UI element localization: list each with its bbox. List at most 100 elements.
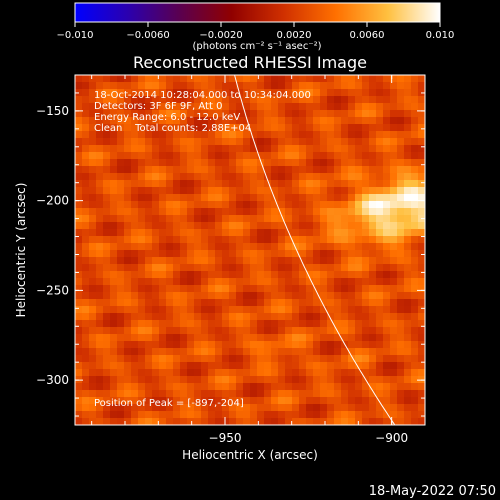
heatmap-cell (271, 313, 279, 321)
heatmap-cell (369, 390, 377, 398)
heatmap-cell (404, 138, 412, 146)
heatmap-cell (117, 187, 125, 195)
heatmap-cell (362, 194, 370, 202)
heatmap-cell (180, 341, 188, 349)
heatmap-cell (278, 397, 286, 405)
heatmap-cell (131, 257, 139, 265)
heatmap-cell (320, 334, 328, 342)
heatmap-cell (194, 145, 202, 153)
heatmap-cell (334, 96, 342, 104)
heatmap-cell (187, 418, 195, 425)
heatmap-cell (250, 278, 258, 286)
heatmap-cell (299, 418, 307, 425)
heatmap-cell (404, 110, 412, 118)
heatmap-cell (89, 201, 97, 209)
heatmap-cell (299, 152, 307, 160)
heatmap-cell (348, 89, 356, 97)
heatmap-cell (145, 180, 153, 188)
heatmap-cell (215, 313, 223, 321)
heatmap-cell (250, 159, 258, 167)
heatmap-cell (341, 152, 349, 160)
heatmap-cell (257, 222, 265, 230)
y-axis-label: Heliocentric Y (arcsec) (14, 183, 28, 318)
heatmap-cell (201, 124, 209, 132)
heatmap-cell (166, 327, 174, 335)
heatmap-cell (292, 145, 300, 153)
heatmap-cell (124, 166, 132, 174)
heatmap-cell (159, 341, 167, 349)
heatmap-cell (215, 166, 223, 174)
heatmap-cell (250, 187, 258, 195)
heatmap-cell (222, 187, 230, 195)
heatmap-cell (390, 411, 398, 419)
heatmap-cell (257, 313, 265, 321)
heatmap-cell (250, 390, 258, 398)
heatmap-cell (173, 390, 181, 398)
heatmap-cell (369, 96, 377, 104)
heatmap-cell (236, 117, 244, 125)
heatmap-cell (124, 75, 132, 83)
heatmap-cell (327, 82, 335, 90)
heatmap-cell (229, 96, 237, 104)
heatmap-cell (355, 376, 363, 384)
heatmap-cell (215, 292, 223, 300)
heatmap-cell (327, 327, 335, 335)
heatmap-cell (117, 299, 125, 307)
heatmap-cell (257, 334, 265, 342)
heatmap-cell (187, 327, 195, 335)
heatmap-cell (397, 278, 405, 286)
heatmap-cell (110, 250, 118, 258)
heatmap-cell (187, 243, 195, 251)
heatmap-cell (397, 173, 405, 181)
heatmap-cell (327, 117, 335, 125)
heatmap-cell (292, 110, 300, 118)
heatmap-cell (215, 138, 223, 146)
heatmap-cell (243, 369, 251, 377)
heatmap-cell (194, 89, 202, 97)
heatmap-cell (383, 124, 391, 132)
heatmap-cell (292, 299, 300, 307)
heatmap-cell (159, 271, 167, 279)
heatmap-cell (341, 313, 349, 321)
heatmap-cell (180, 236, 188, 244)
heatmap-cell (138, 355, 146, 363)
heatmap-cell (75, 299, 83, 307)
heatmap-cell (194, 390, 202, 398)
heatmap-cell (327, 376, 335, 384)
heatmap-cell (376, 159, 384, 167)
heatmap-cell (348, 411, 356, 419)
heatmap-cell (208, 138, 216, 146)
heatmap-cell (236, 341, 244, 349)
heatmap-cell (278, 250, 286, 258)
heatmap-cell (194, 180, 202, 188)
heatmap-cell (110, 257, 118, 265)
heatmap-cell (390, 138, 398, 146)
heatmap-cell (152, 201, 160, 209)
heatmap-cell (348, 187, 356, 195)
heatmap-cell (138, 236, 146, 244)
heatmap-cell (75, 369, 83, 377)
heatmap-cell (383, 236, 391, 244)
heatmap-cell (166, 229, 174, 237)
heatmap-cell (159, 292, 167, 300)
heatmap-cell (292, 257, 300, 265)
heatmap-cell (131, 152, 139, 160)
heatmap-cell (327, 264, 335, 272)
heatmap-cell (173, 152, 181, 160)
heatmap-cell (110, 369, 118, 377)
heatmap-cell (166, 138, 174, 146)
heatmap-cell (138, 327, 146, 335)
heatmap-cell (376, 194, 384, 202)
heatmap-cell (299, 159, 307, 167)
heatmap-cell (369, 152, 377, 160)
heatmap-cell (222, 404, 230, 412)
heatmap-cell (257, 383, 265, 391)
heatmap-cell (278, 187, 286, 195)
heatmap-cell (236, 278, 244, 286)
heatmap-cell (187, 362, 195, 370)
heatmap-cell (278, 418, 286, 425)
heatmap-cell (327, 383, 335, 391)
heatmap-cell (306, 138, 314, 146)
heatmap-cell (159, 404, 167, 412)
heatmap-cell (166, 404, 174, 412)
